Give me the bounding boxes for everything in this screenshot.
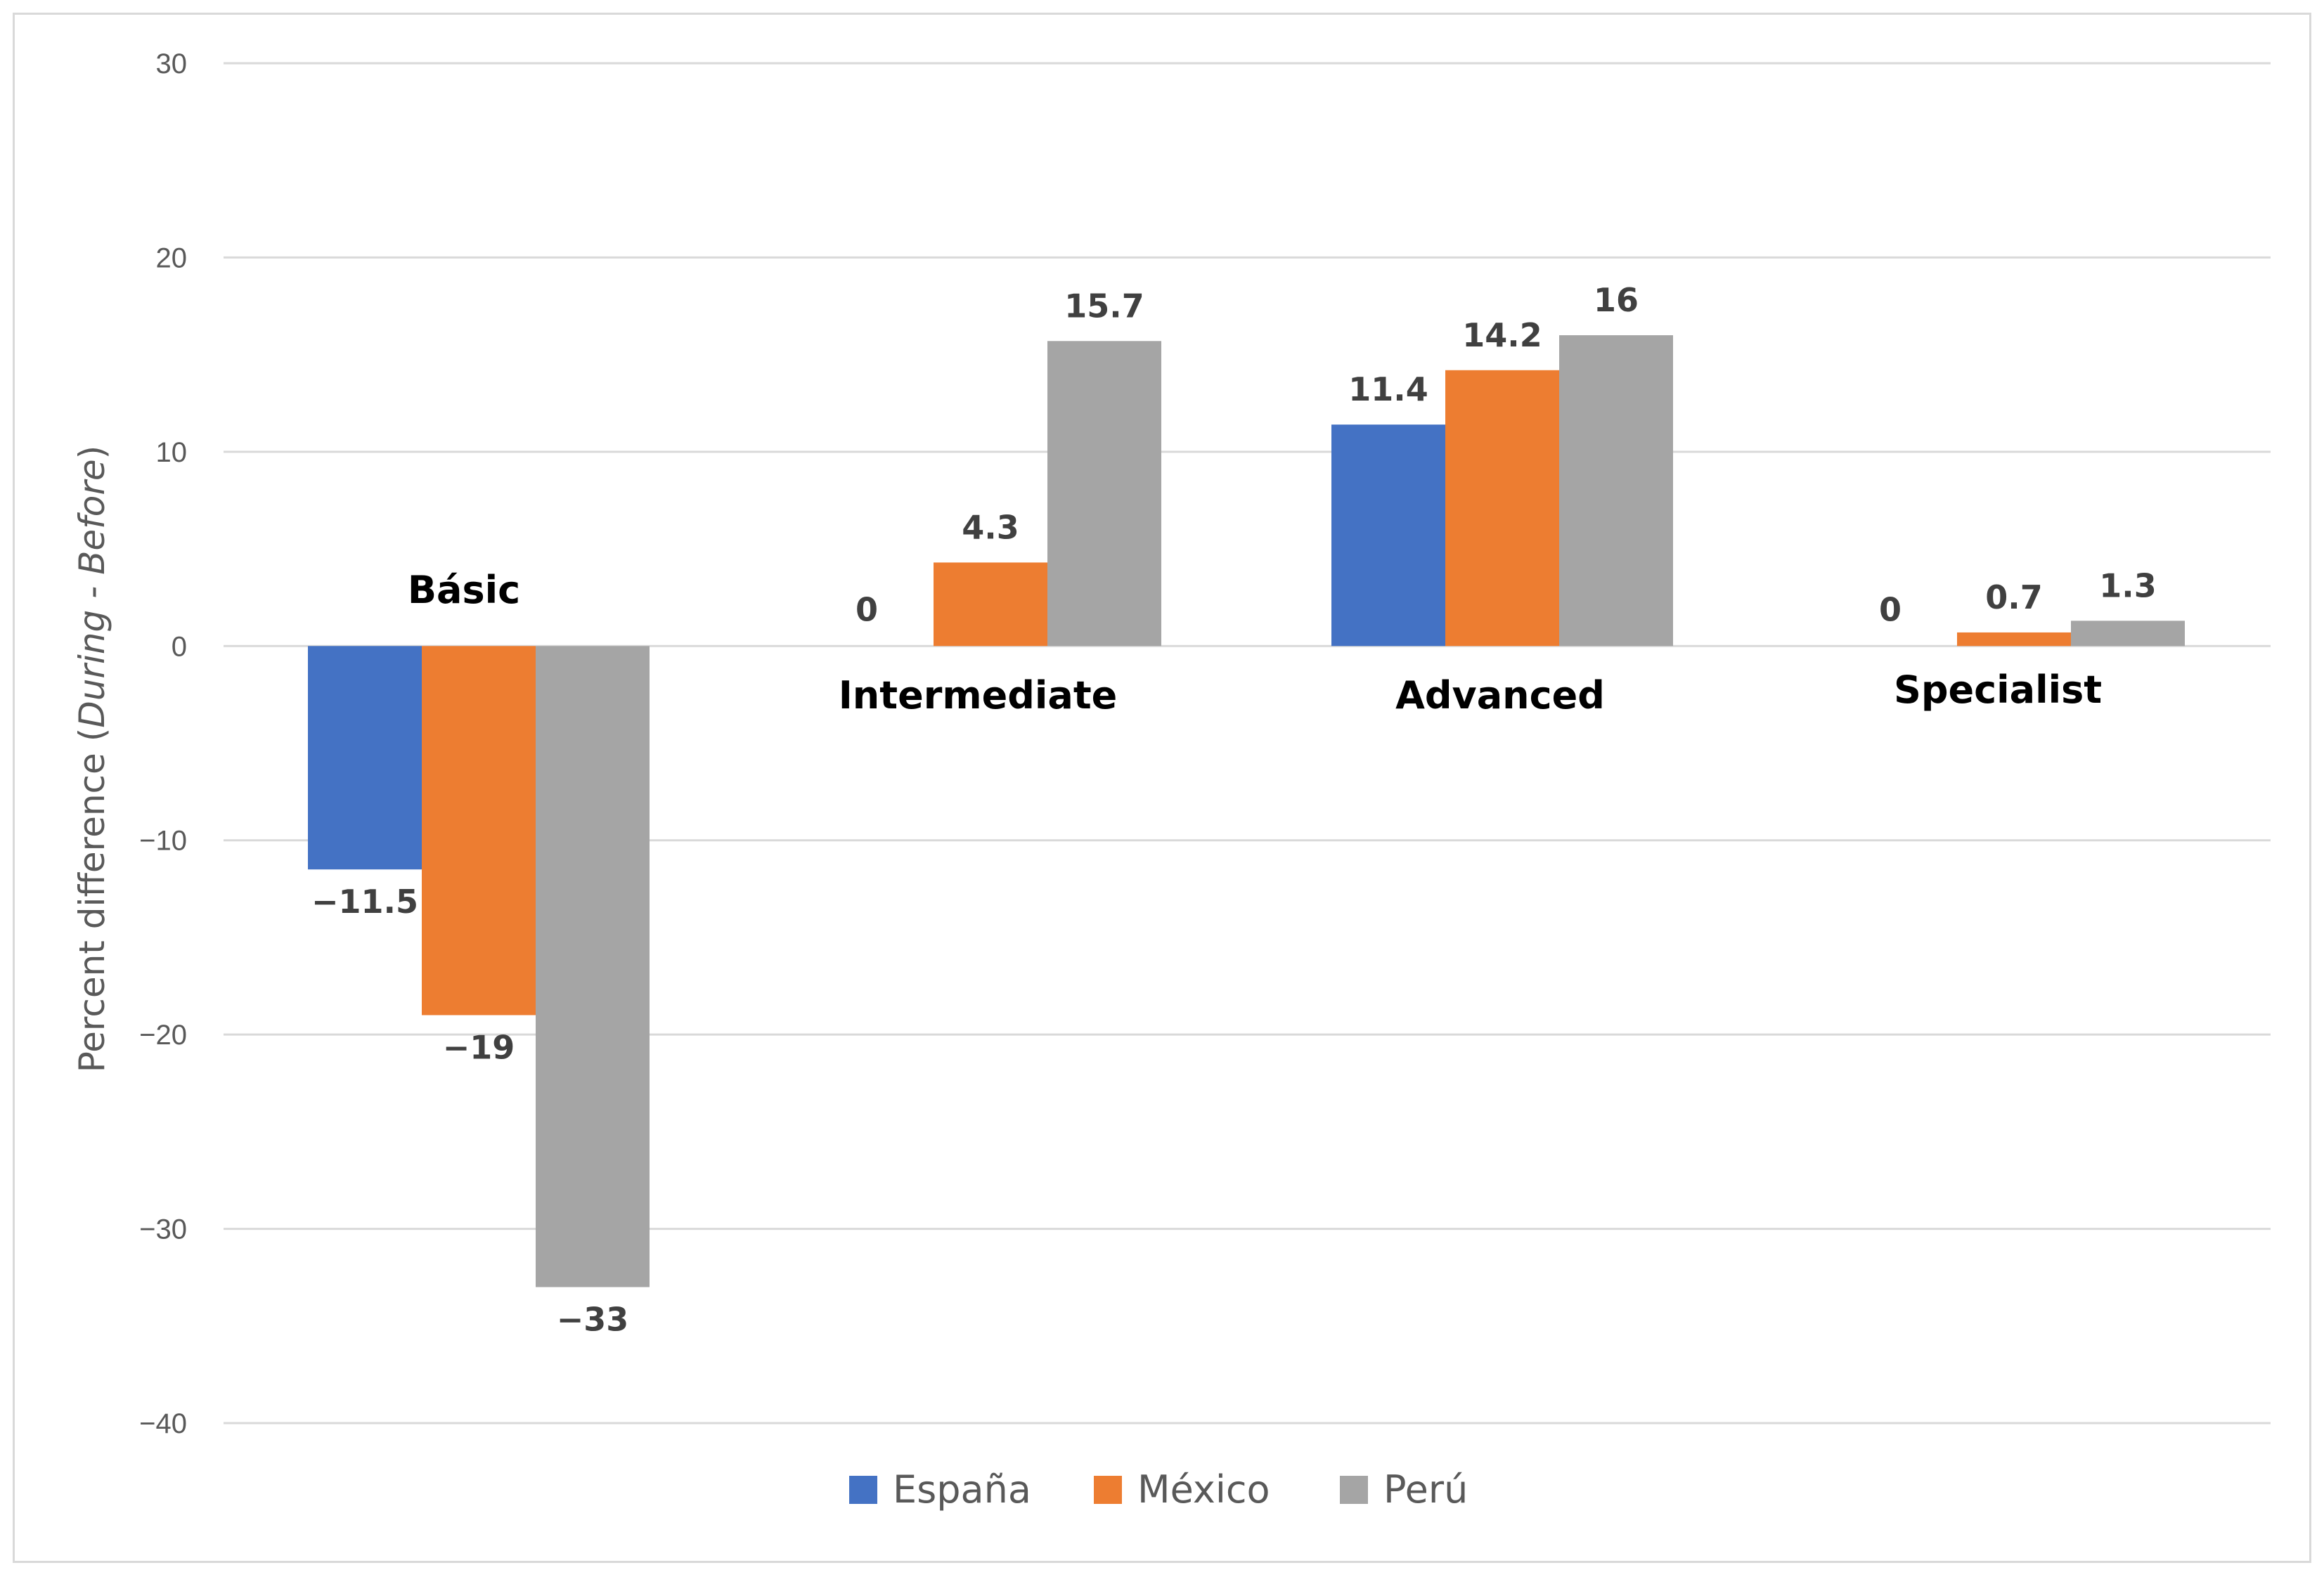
bar-0-0 <box>308 646 422 870</box>
legend-label: Perú <box>1383 1467 1468 1512</box>
category-label: Básic <box>408 568 520 612</box>
data-labels: −11.5 −19 −33 0 4.3 15.7 11.4 14.2 16 0 0.7 1.3 <box>311 281 2157 1339</box>
data-label: −11.5 <box>311 883 418 921</box>
y-axis-title-prefix: Percent difference ( <box>72 728 112 1072</box>
category-label: Advanced <box>1395 673 1605 718</box>
data-label: 14.2 <box>1462 316 1542 354</box>
category-labels: Básic Intermediate Advanced Specialist <box>408 568 2102 718</box>
data-label: 11.4 <box>1348 370 1428 408</box>
y-tick-label: 10 <box>156 437 188 468</box>
legend-item-2[interactable]: Perú <box>1340 1467 1468 1512</box>
bar-2-0 <box>536 646 650 1287</box>
y-tick-label: −20 <box>139 1020 187 1051</box>
bar-1-3 <box>1957 632 2071 647</box>
y-tick-label: 20 <box>156 242 188 273</box>
data-label: 1.3 <box>2099 566 2157 604</box>
y-tick-label: 30 <box>156 48 188 79</box>
bar-2-1 <box>1047 341 1161 647</box>
y-axis-ticks: 30 20 10 0 −10 −20 −30 −40 <box>139 48 187 1439</box>
legend[interactable]: España México Perú <box>849 1467 1468 1512</box>
legend-swatch <box>849 1476 877 1504</box>
legend-item-1[interactable]: México <box>1094 1467 1270 1512</box>
legend-label: España <box>893 1467 1031 1512</box>
legend-swatch <box>1340 1476 1368 1504</box>
legend-swatch <box>1094 1476 1122 1504</box>
bar-1-0 <box>422 646 536 1015</box>
y-tick-label: −40 <box>139 1408 187 1439</box>
y-tick-label: −30 <box>139 1214 187 1245</box>
data-label: 16 <box>1594 281 1639 319</box>
y-axis-title: Percent difference (During - Before) <box>72 446 112 1072</box>
data-label: 0 <box>1879 590 1902 628</box>
data-label: −33 <box>557 1301 629 1339</box>
y-axis-title-suffix: ) <box>72 446 112 460</box>
bar-2-2 <box>1559 335 1673 647</box>
bar-0-2 <box>1331 424 1445 647</box>
bars <box>308 335 2185 1287</box>
y-tick-label: −10 <box>139 826 187 857</box>
data-label: 4.3 <box>962 508 1019 546</box>
data-label: 15.7 <box>1064 287 1144 325</box>
bar-1-1 <box>934 562 1047 647</box>
y-tick-label: 0 <box>172 631 187 662</box>
data-label: 0.7 <box>1985 578 2043 616</box>
data-label: −19 <box>443 1029 515 1067</box>
legend-label: México <box>1137 1467 1270 1512</box>
category-label: Specialist <box>1894 668 2102 712</box>
y-axis-title-italic: During - Before <box>72 459 112 727</box>
data-label: 0 <box>856 590 878 628</box>
legend-item-0[interactable]: España <box>849 1467 1031 1512</box>
bar-2-3 <box>2071 621 2185 647</box>
bar-1-2 <box>1445 370 1559 647</box>
category-label: Intermediate <box>839 673 1118 718</box>
